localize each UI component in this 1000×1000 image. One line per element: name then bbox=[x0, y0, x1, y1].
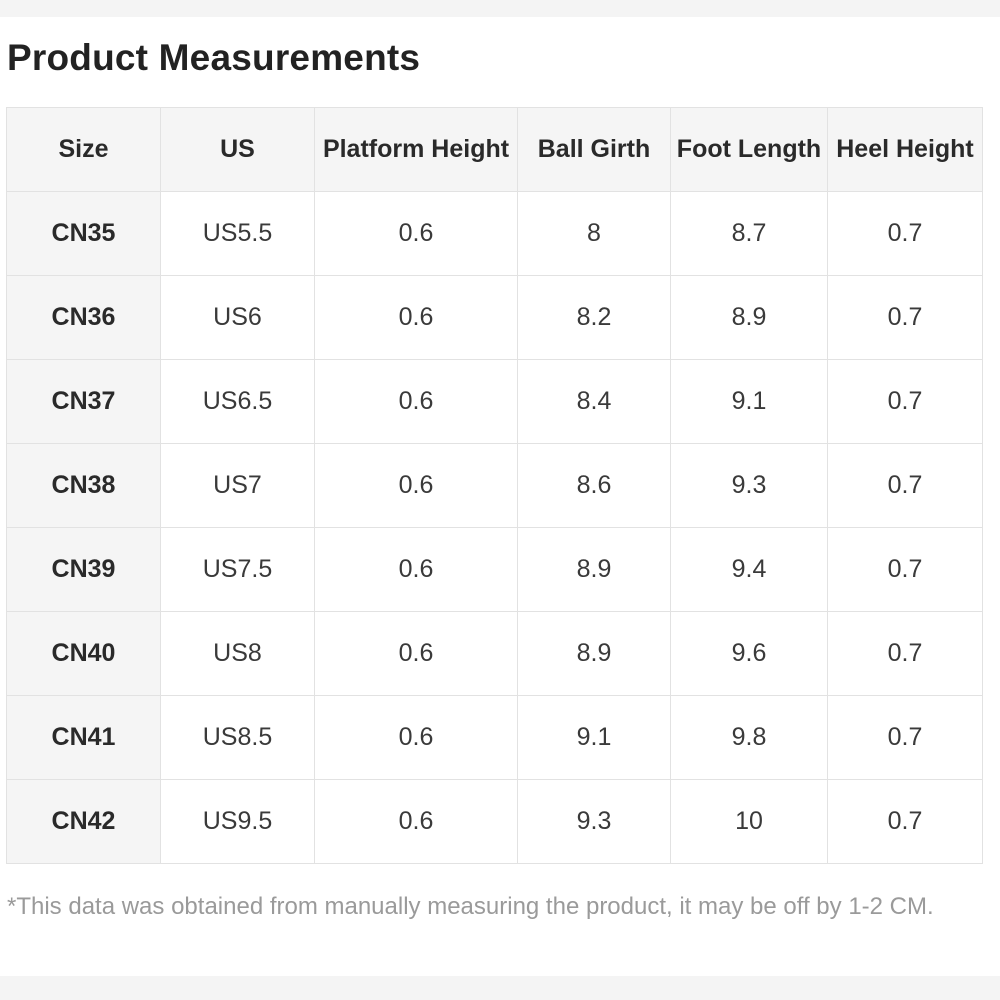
us-cell: US9.5 bbox=[160, 779, 315, 864]
ball-girth-cell: 8 bbox=[517, 191, 671, 276]
foot-length-cell: 10 bbox=[670, 779, 828, 864]
platform-height-cell: 0.6 bbox=[314, 527, 518, 612]
heel-height-cell: 0.7 bbox=[827, 695, 983, 780]
us-cell: US8 bbox=[160, 611, 315, 696]
page-title: Product Measurements bbox=[7, 37, 421, 78]
header-platform-height: Platform Height bbox=[314, 107, 518, 192]
platform-height-cell: 0.6 bbox=[314, 779, 518, 864]
header-ball-girth: Ball Girth bbox=[517, 107, 671, 192]
table-row: CN42 US9.5 0.6 9.3 10 0.7 bbox=[6, 779, 983, 864]
us-cell: US7 bbox=[160, 443, 315, 528]
heel-height-cell: 0.7 bbox=[827, 359, 983, 444]
ball-girth-cell: 8.4 bbox=[517, 359, 671, 444]
ball-girth-cell: 9.1 bbox=[517, 695, 671, 780]
measurement-disclaimer: *This data was obtained from manually me… bbox=[7, 893, 934, 920]
us-cell: US8.5 bbox=[160, 695, 315, 780]
foot-length-cell: 9.8 bbox=[670, 695, 828, 780]
us-cell: US5.5 bbox=[160, 191, 315, 276]
size-cell: CN38 bbox=[6, 443, 161, 528]
table-row: CN41 US8.5 0.6 9.1 9.8 0.7 bbox=[6, 695, 983, 780]
ball-girth-cell: 9.3 bbox=[517, 779, 671, 864]
measurements-table: Size US Platform Height Ball Girth Foot … bbox=[6, 107, 983, 864]
us-cell: US7.5 bbox=[160, 527, 315, 612]
table-row: CN40 US8 0.6 8.9 9.6 0.7 bbox=[6, 611, 983, 696]
size-cell: CN42 bbox=[6, 779, 161, 864]
size-cell: CN40 bbox=[6, 611, 161, 696]
platform-height-cell: 0.6 bbox=[314, 443, 518, 528]
platform-height-cell: 0.6 bbox=[314, 191, 518, 276]
platform-height-cell: 0.6 bbox=[314, 611, 518, 696]
table-header-row: Size US Platform Height Ball Girth Foot … bbox=[6, 107, 983, 192]
header-us: US bbox=[160, 107, 315, 192]
table-row: CN39 US7.5 0.6 8.9 9.4 0.7 bbox=[6, 527, 983, 612]
header-heel-height: Heel Height bbox=[827, 107, 983, 192]
foot-length-cell: 9.1 bbox=[670, 359, 828, 444]
platform-height-cell: 0.6 bbox=[314, 359, 518, 444]
content-panel: Product Measurements Size US Platform He… bbox=[0, 17, 1000, 976]
table-row: CN35 US5.5 0.6 8 8.7 0.7 bbox=[6, 191, 983, 276]
heel-height-cell: 0.7 bbox=[827, 611, 983, 696]
heel-height-cell: 0.7 bbox=[827, 443, 983, 528]
ball-girth-cell: 8.6 bbox=[517, 443, 671, 528]
foot-length-cell: 8.9 bbox=[670, 275, 828, 360]
foot-length-cell: 9.3 bbox=[670, 443, 828, 528]
header-size: Size bbox=[6, 107, 161, 192]
table-row: CN36 US6 0.6 8.2 8.9 0.7 bbox=[6, 275, 983, 360]
us-cell: US6.5 bbox=[160, 359, 315, 444]
foot-length-cell: 9.6 bbox=[670, 611, 828, 696]
size-cell: CN36 bbox=[6, 275, 161, 360]
heel-height-cell: 0.7 bbox=[827, 779, 983, 864]
ball-girth-cell: 8.9 bbox=[517, 611, 671, 696]
size-cell: CN37 bbox=[6, 359, 161, 444]
heel-height-cell: 0.7 bbox=[827, 275, 983, 360]
ball-girth-cell: 8.2 bbox=[517, 275, 671, 360]
foot-length-cell: 8.7 bbox=[670, 191, 828, 276]
platform-height-cell: 0.6 bbox=[314, 695, 518, 780]
size-cell: CN39 bbox=[6, 527, 161, 612]
size-cell: CN35 bbox=[6, 191, 161, 276]
heel-height-cell: 0.7 bbox=[827, 527, 983, 612]
header-foot-length: Foot Length bbox=[670, 107, 828, 192]
table-row: CN37 US6.5 0.6 8.4 9.1 0.7 bbox=[6, 359, 983, 444]
platform-height-cell: 0.6 bbox=[314, 275, 518, 360]
us-cell: US6 bbox=[160, 275, 315, 360]
heel-height-cell: 0.7 bbox=[827, 191, 983, 276]
foot-length-cell: 9.4 bbox=[670, 527, 828, 612]
table-row: CN38 US7 0.6 8.6 9.3 0.7 bbox=[6, 443, 983, 528]
size-cell: CN41 bbox=[6, 695, 161, 780]
ball-girth-cell: 8.9 bbox=[517, 527, 671, 612]
